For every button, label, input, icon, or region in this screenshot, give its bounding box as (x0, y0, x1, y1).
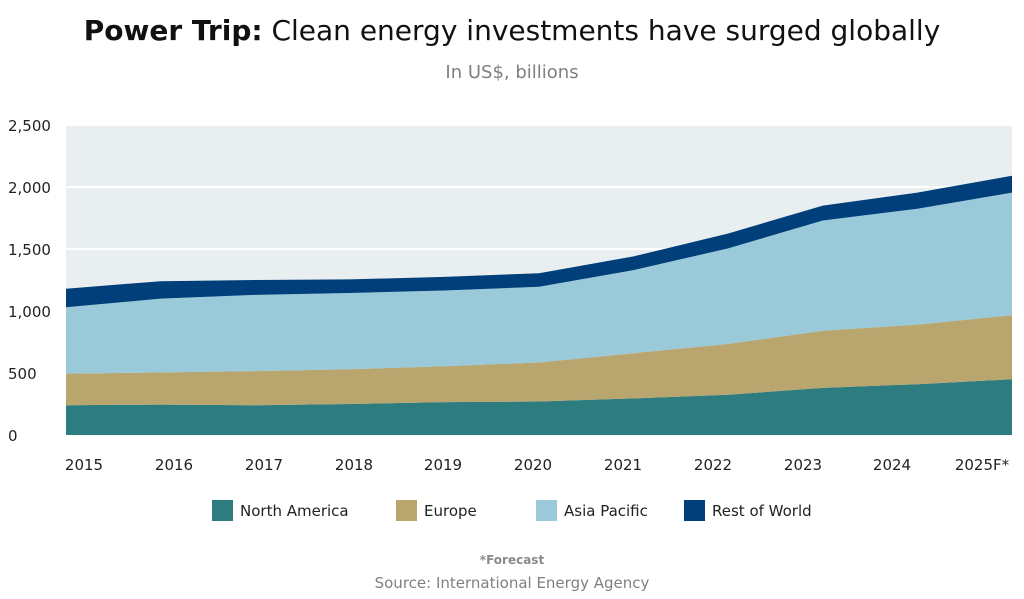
x-tick-label: 2024 (873, 456, 911, 474)
y-tick-label: 2,500 (8, 117, 51, 135)
x-tick-label: 2020 (514, 456, 552, 474)
x-tick-label: 2021 (604, 456, 642, 474)
chart-title-bold: Power Trip: (83, 14, 263, 47)
legend-label: Europe (424, 502, 477, 520)
y-tick-label: 1,000 (8, 303, 51, 321)
forecast-footnote: *Forecast (479, 553, 545, 567)
legend-swatch (536, 500, 557, 521)
y-tick-label: 500 (8, 365, 37, 383)
x-tick-label: 2022 (694, 456, 732, 474)
x-tick-label: 2019 (424, 456, 462, 474)
chart-title-rest: Clean energy investments have surged glo… (271, 14, 941, 47)
legend-label: Rest of World (712, 502, 812, 520)
legend-label: Asia Pacific (564, 502, 648, 520)
legend-swatch (396, 500, 417, 521)
y-tick-label: 0 (8, 427, 18, 445)
x-tick-label: 2017 (245, 456, 283, 474)
area-rest-of-world (66, 175, 1012, 308)
area-north-america (66, 379, 1012, 435)
source-note: Source: International Energy Agency (374, 574, 650, 592)
stacked-area-chart: 0 500 1,000 1,500 2,000 2,500 2015 2016 2017 2018… (8, 117, 1012, 521)
area-europe (66, 315, 1012, 406)
y-tick-label: 2,000 (8, 179, 51, 197)
legend-swatch (684, 500, 705, 521)
chart-subtitle: In US$, billions (445, 62, 579, 83)
legend-swatch (212, 500, 233, 521)
x-tick-label: 2016 (155, 456, 193, 474)
y-tick-label: 1,500 (8, 241, 51, 259)
area-asia-pacific (66, 192, 1012, 374)
x-tick-label: 2018 (335, 456, 373, 474)
x-tick-label: 2015 (65, 456, 103, 474)
legend-label: North America (240, 502, 349, 520)
x-tick-label: 2025F* (955, 456, 1010, 474)
chart-title: Power Trip: Clean energy investments hav… (0, 14, 1024, 47)
x-tick-label: 2023 (784, 456, 822, 474)
